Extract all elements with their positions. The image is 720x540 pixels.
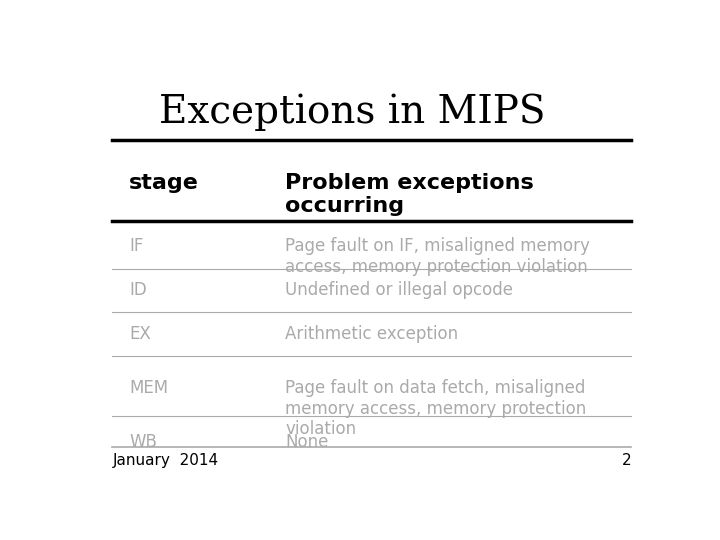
Text: MEM: MEM [129, 379, 168, 397]
Text: Page fault on data fetch, misaligned
memory access, memory protection
violation: Page fault on data fetch, misaligned mem… [285, 379, 587, 438]
Text: EX: EX [129, 325, 150, 343]
Text: Problem exceptions
occurring: Problem exceptions occurring [285, 173, 534, 216]
Text: Page fault on IF, misaligned memory
access, memory protection violation: Page fault on IF, misaligned memory acce… [285, 238, 590, 276]
Text: IF: IF [129, 238, 143, 255]
Text: stage: stage [129, 173, 199, 193]
Text: M: M [647, 25, 681, 58]
Text: ID: ID [129, 281, 147, 299]
Text: January  2014: January 2014 [112, 453, 218, 468]
Text: Undefined or illegal opcode: Undefined or illegal opcode [285, 281, 513, 299]
Text: None: None [285, 433, 328, 451]
Text: Exceptions in MIPS: Exceptions in MIPS [159, 94, 546, 131]
Text: Arithmetic exception: Arithmetic exception [285, 325, 459, 343]
Text: ▲: ▲ [659, 61, 670, 75]
Text: 2: 2 [621, 453, 631, 468]
Text: WB: WB [129, 433, 157, 451]
